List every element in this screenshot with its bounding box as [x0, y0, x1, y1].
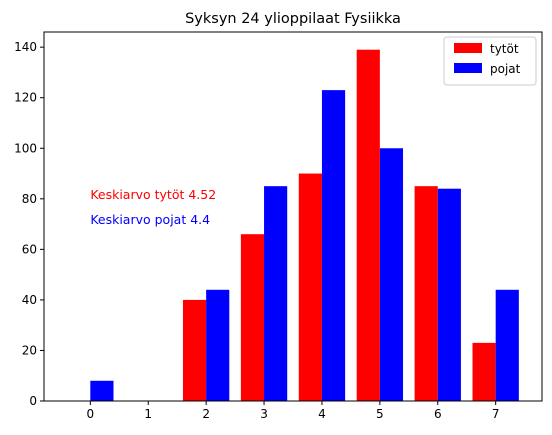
bar-tytöt-3: [240, 234, 265, 401]
y-tick-label: 80: [22, 192, 37, 206]
x-tick-label: 4: [318, 407, 326, 421]
bars-group: [90, 49, 519, 402]
legend-swatch-tytöt: [454, 43, 482, 53]
legend-swatch-pojat: [454, 63, 482, 73]
bar-pojat-0: [90, 380, 114, 401]
bar-tytöt-6: [414, 186, 438, 401]
x-axis: 0 1 2 3 4 5 6 7: [87, 401, 500, 421]
legend: tytöt pojat: [443, 36, 537, 86]
y-tick-label: 40: [22, 293, 37, 307]
bar-pojat-2: [206, 289, 230, 401]
y-tick-label: 0: [29, 394, 37, 408]
bar-tytöt-2: [182, 299, 207, 401]
bar-tytöt-7: [472, 342, 496, 401]
legend-label-pojat: pojat: [490, 62, 521, 76]
x-tick-label: 5: [376, 407, 384, 421]
bar-tytöt-4: [298, 173, 322, 401]
y-axis: 0 20 40 60 80 100 120 140: [14, 40, 44, 408]
annotation-2: Keskiarvo pojat 4.4: [90, 212, 210, 227]
x-tick-label: 1: [144, 407, 152, 421]
bar-pojat-4: [321, 90, 346, 402]
x-tick-label: 6: [434, 407, 442, 421]
y-tick-label: 140: [14, 40, 37, 54]
annotations-group: Keskiarvo tytöt 4.52 Keskiarvo pojat 4.4: [90, 187, 216, 227]
bar-pojat-7: [495, 289, 519, 401]
chart-title: Syksyn 24 ylioppilaat Fysiikka: [185, 11, 401, 27]
legend-label-tytöt: tytöt: [490, 42, 519, 56]
y-tick-label: 120: [14, 91, 37, 105]
y-tick-label: 100: [14, 141, 37, 155]
x-tick-label: 0: [87, 407, 95, 421]
y-tick-label: 60: [22, 242, 37, 256]
x-tick-label: 2: [202, 407, 210, 421]
annotation-1: Keskiarvo tytöt 4.52: [90, 187, 216, 202]
plot-frame: [43, 31, 543, 402]
x-tick-label: 7: [492, 407, 500, 421]
bar-pojat-3: [264, 186, 288, 401]
bar-pojat-6: [437, 188, 461, 401]
y-tick-label: 20: [22, 343, 37, 357]
bar-pojat-5: [379, 148, 404, 401]
bar-tytöt-5: [356, 49, 380, 402]
x-tick-label: 3: [260, 407, 268, 421]
